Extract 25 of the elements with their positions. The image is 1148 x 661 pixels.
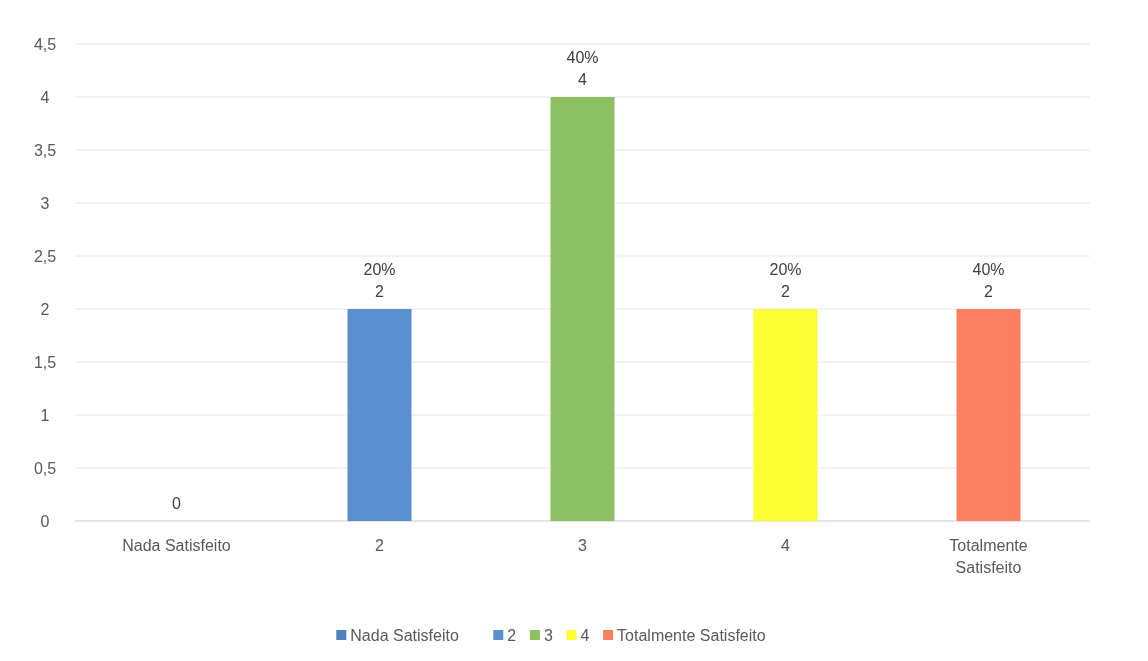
data-label: 0 <box>172 495 182 512</box>
y-tick-label: 1,5 <box>33 353 57 371</box>
x-tick-label: 3 <box>578 537 588 554</box>
data-label: 20% 2 <box>769 261 802 300</box>
y-tick-label: 2,5 <box>33 247 57 265</box>
x-tick-label: 2 <box>375 537 385 554</box>
legend-label: Totalmente Satisfeito <box>617 626 766 644</box>
y-tick-label: 0 <box>40 512 50 530</box>
x-tick-label: Totalmente Satisfeito <box>949 537 1028 576</box>
data-label: 40% 4 <box>566 49 599 88</box>
y-tick-label: 3,5 <box>33 141 57 159</box>
x-tick-label: 4 <box>781 537 791 554</box>
legend-label: Nada Satisfeito <box>350 626 459 644</box>
y-tick-label: 2 <box>40 300 50 318</box>
x-tick-label: Nada Satisfeito <box>122 537 231 554</box>
data-label: 20% 2 <box>363 261 396 300</box>
y-tick-label: 4,5 <box>33 35 57 53</box>
legend-label: 2 <box>507 626 517 644</box>
data-label: 40% 2 <box>972 261 1005 300</box>
y-tick-label: 3 <box>40 194 50 212</box>
legend-label: 3 <box>543 626 553 644</box>
y-tick-label: 4 <box>40 88 50 106</box>
y-tick-label: 1 <box>40 406 50 424</box>
legend-label: 4 <box>580 626 590 644</box>
y-tick-label: 0,5 <box>33 459 57 477</box>
